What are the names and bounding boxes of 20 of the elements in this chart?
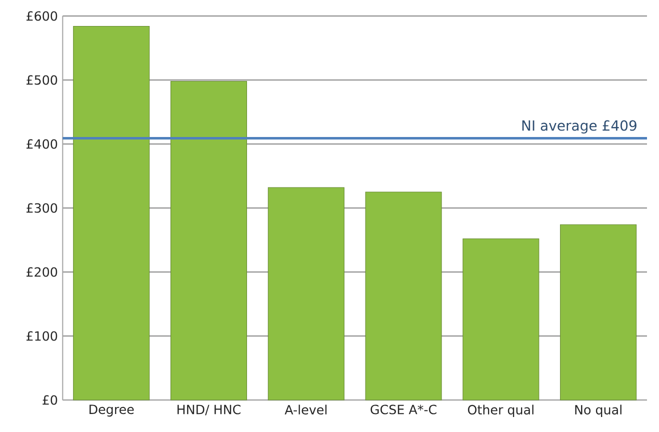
y-tick-label: £300	[26, 203, 58, 213]
x-tick-label: GCSE A*-C	[370, 404, 436, 414]
x-tick-label: No qual	[575, 404, 622, 417]
y-tick-label: £100	[26, 331, 58, 341]
bar	[462, 238, 540, 400]
bar	[73, 26, 150, 400]
bar	[268, 187, 344, 400]
y-tick-label: £200	[26, 267, 58, 277]
x-tick-label: HND/ HNC	[178, 404, 240, 416]
x-tick-label: Degree	[90, 404, 134, 417]
y-tick-label: £600	[26, 11, 58, 21]
y-tick-label: £500	[26, 75, 58, 85]
ref-line-label: NI average £409	[522, 120, 636, 134]
y-tick-label: £0	[42, 395, 58, 405]
y-tick-label: £400	[26, 139, 58, 149]
bar	[365, 192, 442, 400]
x-tick-label: Other qual	[468, 404, 534, 417]
bar	[560, 224, 637, 400]
bar	[170, 81, 248, 400]
x-tick-label: A-level	[284, 404, 327, 415]
